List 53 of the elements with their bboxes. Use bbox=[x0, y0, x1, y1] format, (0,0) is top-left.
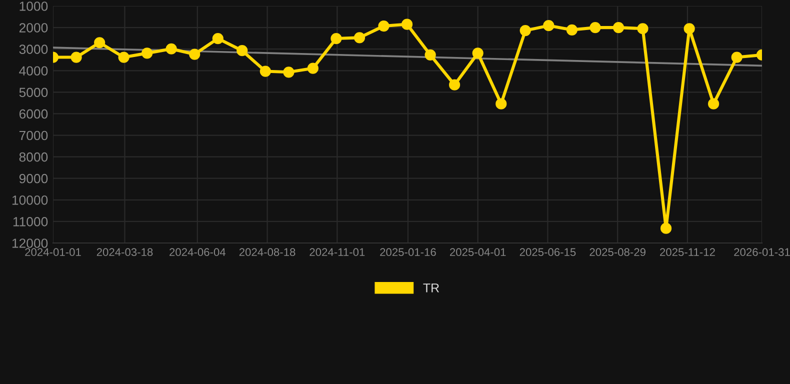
point bbox=[260, 66, 271, 77]
point bbox=[566, 24, 578, 36]
y-tick-label: 11000 bbox=[13, 217, 48, 226]
point bbox=[189, 48, 200, 60]
y-tick-label: 3000 bbox=[19, 44, 48, 54]
point bbox=[142, 48, 153, 59]
x-tick-label: 2025-06-15 bbox=[520, 248, 576, 256]
point bbox=[424, 49, 436, 60]
y-tick-label: 8000 bbox=[19, 152, 48, 162]
point bbox=[236, 45, 248, 56]
point bbox=[708, 98, 720, 110]
point bbox=[118, 52, 130, 63]
point bbox=[590, 22, 601, 34]
point bbox=[543, 20, 554, 32]
point bbox=[731, 52, 742, 63]
point bbox=[637, 23, 648, 34]
x-tick-label: 2026-01-31 bbox=[734, 248, 790, 256]
y-tick-label: 4000 bbox=[19, 66, 48, 76]
y-tick-label: 1000 bbox=[20, 2, 48, 11]
y-tick-label: 9000 bbox=[19, 174, 48, 184]
point bbox=[496, 98, 507, 110]
y-tick-label: 7000 bbox=[19, 130, 48, 140]
point bbox=[330, 32, 342, 44]
legend-label: TR bbox=[423, 284, 439, 292]
y-tick-label: 10000 bbox=[12, 195, 48, 205]
point bbox=[94, 37, 106, 48]
x-tick-label: 2025-01-16 bbox=[380, 248, 436, 256]
point bbox=[448, 79, 460, 90]
x-tick-label: 2024-03-18 bbox=[96, 248, 153, 256]
x-tick-label: 2025-08-29 bbox=[590, 248, 646, 256]
point bbox=[660, 222, 672, 234]
point bbox=[378, 20, 390, 32]
x-tick-label: 2024-11-01 bbox=[310, 248, 365, 256]
point bbox=[354, 32, 366, 44]
y-tick-label: 6000 bbox=[19, 109, 48, 119]
x-tick-label: 2024-06-04 bbox=[170, 248, 226, 256]
point bbox=[520, 25, 531, 36]
point bbox=[70, 52, 82, 63]
point bbox=[684, 23, 695, 34]
x-tick-label: 2025-04-01 bbox=[450, 248, 506, 256]
point bbox=[166, 43, 177, 54]
y-tick-label: 2000 bbox=[19, 23, 48, 32]
point bbox=[283, 66, 294, 78]
point bbox=[307, 62, 318, 74]
point bbox=[472, 48, 484, 59]
point bbox=[612, 22, 624, 34]
x-tick-label: 2024-01-01 bbox=[25, 248, 81, 256]
point bbox=[212, 32, 224, 44]
x-tick-label: 2025-11-12 bbox=[660, 248, 715, 256]
y-tick-label: 12000 bbox=[12, 238, 48, 248]
y-tick-label: 5000 bbox=[19, 88, 48, 98]
point bbox=[401, 18, 413, 30]
x-tick-label: 2024-08-18 bbox=[239, 248, 296, 256]
